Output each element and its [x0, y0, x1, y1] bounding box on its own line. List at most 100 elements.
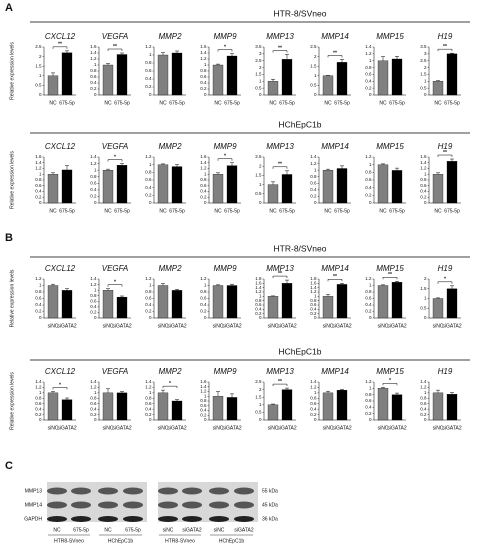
y-tick-label: 0.2 — [90, 310, 97, 315]
chart-title: VEGFA — [102, 32, 129, 41]
y-tick-label: 0.4 — [255, 307, 262, 312]
significance-label: ** — [278, 45, 282, 51]
y-tick-label: 0.6 — [200, 183, 207, 188]
y-tick-label: 1.2 — [35, 385, 42, 390]
bar — [212, 64, 224, 96]
y-tick-label: 1 — [314, 167, 317, 172]
lane-label: NC — [104, 527, 112, 533]
bar — [171, 400, 183, 421]
y-tick-label: 1.4 — [90, 154, 97, 159]
y-tick-label: 0.8 — [365, 65, 372, 70]
error-bar — [230, 162, 234, 166]
error-bar — [381, 163, 385, 165]
bar — [322, 169, 334, 204]
y-tick-label: 1 — [424, 171, 427, 176]
y-tick-label: 0.5 — [255, 85, 262, 90]
error-bar — [271, 403, 275, 405]
significance-bracket — [217, 158, 233, 161]
error-bar — [51, 172, 55, 175]
error-bar — [216, 284, 220, 286]
error-bar — [326, 390, 330, 393]
error-bar — [381, 284, 385, 286]
y-tick-label: 1.4 — [200, 50, 207, 55]
y-tick-label: 1.5 — [35, 63, 42, 68]
significance-label: ** — [333, 274, 337, 280]
significance-bracket — [437, 281, 453, 284]
x-tick-label: 675-5p — [279, 100, 295, 106]
y-tick-label: 0.4 — [200, 302, 207, 307]
y-tick-label: 0 — [39, 92, 42, 97]
protein-label: MMP14 — [25, 502, 42, 508]
significance-bracket — [52, 46, 68, 49]
significance-label: * — [444, 277, 446, 283]
y-tick-label: 1.4 — [200, 384, 207, 389]
x-tick-label: 675-5p — [59, 100, 75, 106]
chart-title: MMP2 — [158, 264, 182, 273]
bar — [157, 392, 169, 421]
y-tick-label: 0.8 — [145, 395, 152, 400]
blot-band — [234, 501, 254, 509]
bar — [336, 389, 348, 421]
error-bar — [65, 50, 69, 53]
y-tick-label: 0.2 — [200, 309, 207, 314]
x-tick-label: siGATA2 — [222, 323, 241, 329]
error-bar — [395, 281, 399, 283]
y-tick-label: 1.2 — [420, 385, 427, 390]
y-tick-label: 2 — [259, 65, 262, 70]
size-label: 36 kDa — [262, 516, 278, 522]
bar — [267, 296, 279, 319]
blot-band — [47, 516, 67, 522]
y-tick-label: 0.6 — [145, 177, 152, 182]
error-bar — [340, 165, 344, 169]
y-tick-label: 0 — [204, 92, 207, 97]
x-tick-label: 675-5p — [169, 100, 185, 106]
y-tick-label: 1.4 — [200, 160, 207, 165]
y-tick-label: 1.2 — [145, 44, 152, 49]
y-tick-label: 0.8 — [200, 68, 207, 73]
y-tick-label: 0 — [94, 315, 97, 320]
chart-title: VEGFA — [102, 264, 129, 273]
y-tick-label: 0.8 — [310, 395, 317, 400]
y-tick-label: 1 — [314, 390, 317, 395]
y-tick-label: 1.5 — [310, 63, 317, 68]
x-tick-label: siNC — [323, 425, 334, 431]
y-tick-label: 0.8 — [200, 289, 207, 294]
y-tick-label: 1.2 — [200, 166, 207, 171]
y-tick-label: 0 — [424, 92, 427, 97]
y-tick-label: 0 — [424, 315, 427, 320]
blot-band — [158, 516, 178, 522]
y-tick-label: 1 — [94, 62, 97, 67]
bar — [391, 282, 403, 319]
x-tick-label: NC — [379, 100, 387, 106]
x-tick-label: siNC — [268, 323, 279, 329]
error-bar — [271, 78, 275, 82]
x-tick-label: siGATA2 — [112, 425, 131, 431]
panel-label: A — [5, 2, 13, 14]
significance-label: ** — [278, 162, 282, 168]
y-tick-label: 0 — [424, 417, 427, 422]
error-bar — [161, 389, 165, 393]
bar — [322, 296, 334, 319]
significance-label: * — [224, 154, 226, 160]
error-bar — [175, 164, 179, 167]
significance-bracket — [107, 48, 123, 51]
y-tick-label: 0.4 — [365, 405, 372, 410]
y-tick-label: 0 — [314, 315, 317, 320]
significance-bracket — [107, 284, 123, 287]
y-tick-label: 0.6 — [310, 302, 317, 307]
x-tick-label: 675-5p — [334, 100, 350, 106]
chart-title: CXCL12 — [45, 32, 76, 41]
error-bar — [285, 279, 289, 284]
y-tick-label: 1.2 — [365, 379, 372, 384]
lane-label: siNC — [163, 527, 174, 533]
group-label: HChEpC1b — [108, 538, 134, 544]
x-tick-label: siGATA2 — [387, 425, 406, 431]
y-tick-label: 2 — [39, 54, 42, 59]
x-tick-label: siGATA2 — [57, 425, 76, 431]
y-tick-label: 0 — [314, 200, 317, 205]
significance-label: * — [224, 44, 226, 50]
y-tick-label: 0.4 — [145, 302, 152, 307]
size-label: 45 kDa — [262, 502, 278, 508]
y-tick-label: 1 — [259, 294, 262, 299]
y-tick-label: 2 — [259, 163, 262, 168]
